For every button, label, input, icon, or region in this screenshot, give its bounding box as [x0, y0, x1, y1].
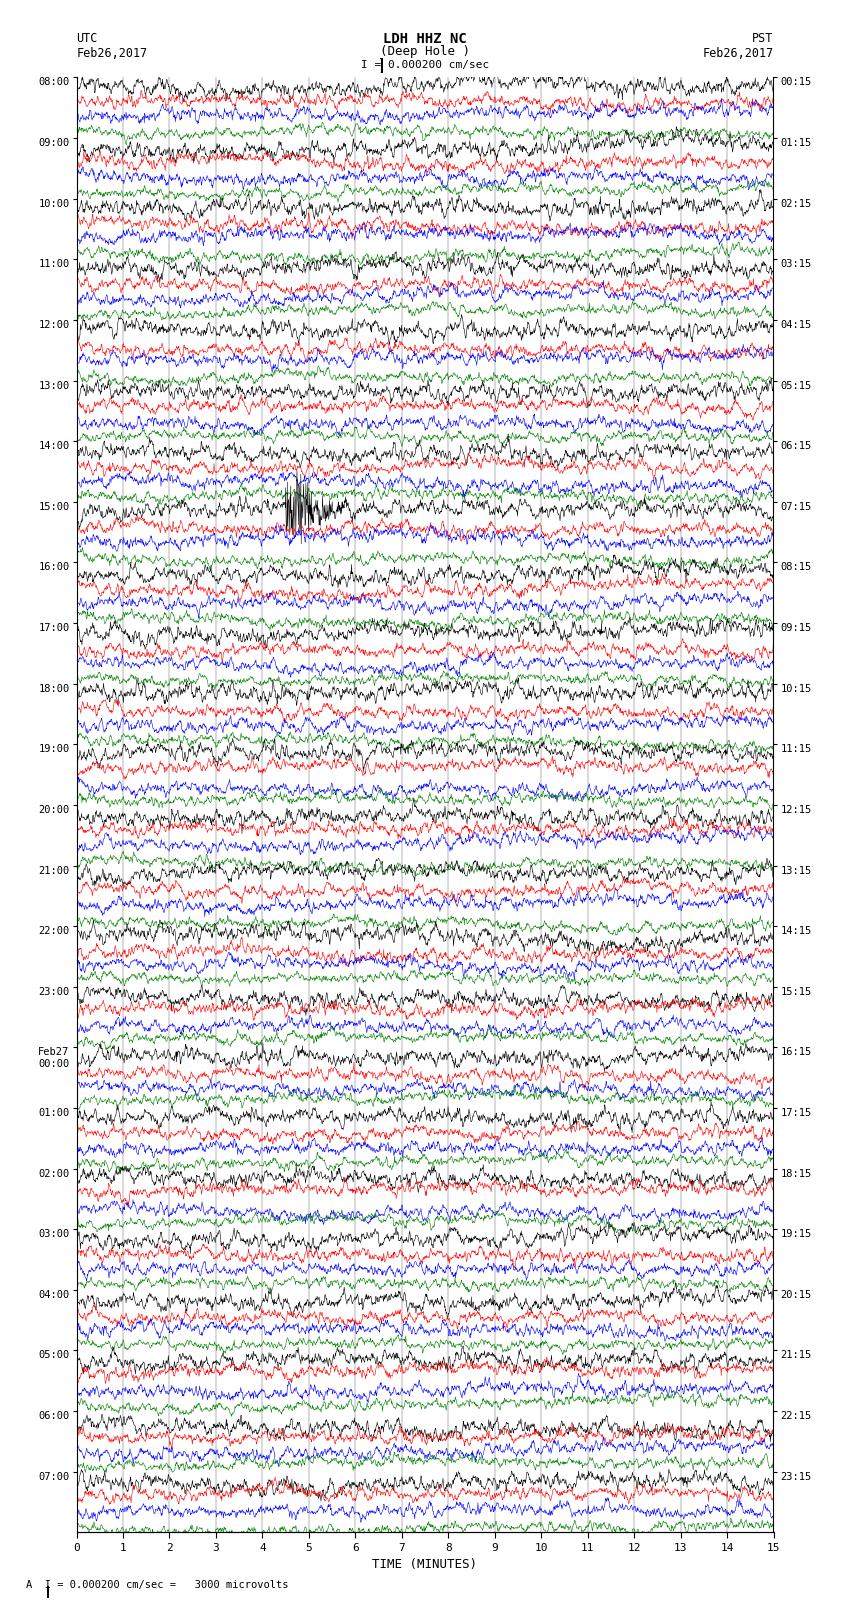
Text: LDH HHZ NC: LDH HHZ NC: [383, 32, 467, 47]
Text: Feb26,2017: Feb26,2017: [76, 47, 148, 60]
X-axis label: TIME (MINUTES): TIME (MINUTES): [372, 1558, 478, 1571]
Text: A  I = 0.000200 cm/sec =   3000 microvolts: A I = 0.000200 cm/sec = 3000 microvolts: [26, 1581, 288, 1590]
Text: I = 0.000200 cm/sec: I = 0.000200 cm/sec: [361, 60, 489, 69]
Text: UTC: UTC: [76, 32, 98, 45]
Text: (Deep Hole ): (Deep Hole ): [380, 45, 470, 58]
Text: Feb26,2017: Feb26,2017: [702, 47, 774, 60]
Text: PST: PST: [752, 32, 774, 45]
